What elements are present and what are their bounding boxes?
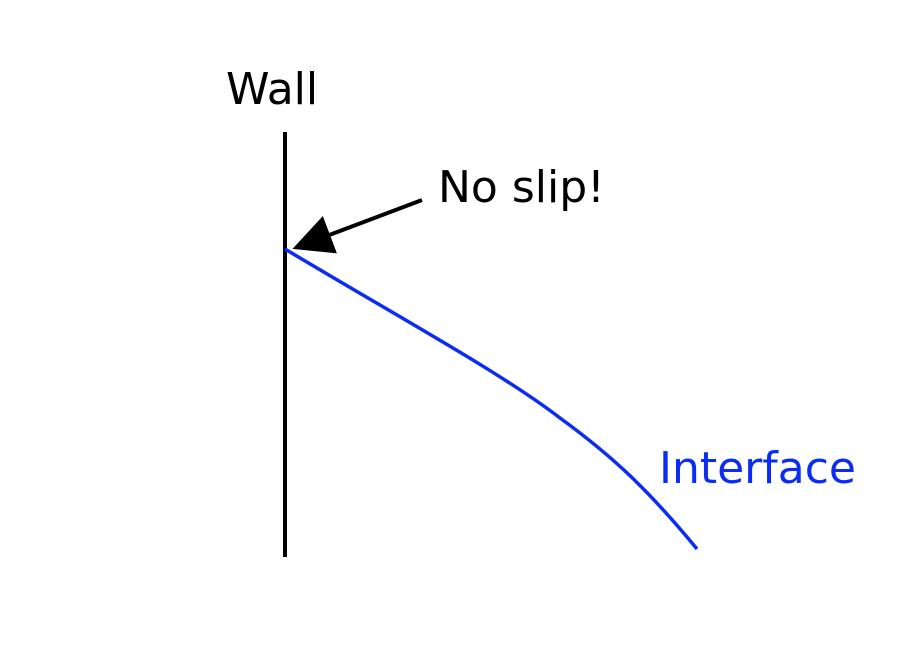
interface-curve — [284, 247, 699, 551]
no-slip-arrow — [292, 198, 423, 254]
wall-label: Wall — [226, 64, 319, 115]
no-slip-label: No slip! — [438, 162, 605, 213]
interface-label: Interface — [659, 443, 856, 494]
